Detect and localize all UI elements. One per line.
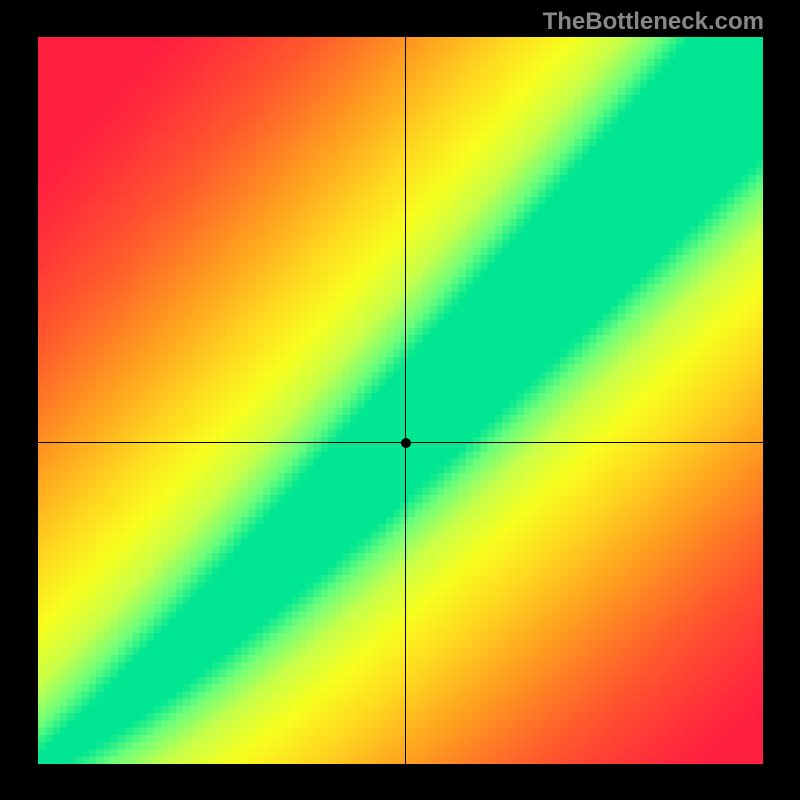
marker-dot xyxy=(401,438,411,448)
watermark-text: TheBottleneck.com xyxy=(543,8,764,36)
chart-container: TheBottleneck.com xyxy=(0,0,800,800)
crosshair-vertical xyxy=(405,37,406,764)
heatmap-canvas xyxy=(38,37,763,764)
